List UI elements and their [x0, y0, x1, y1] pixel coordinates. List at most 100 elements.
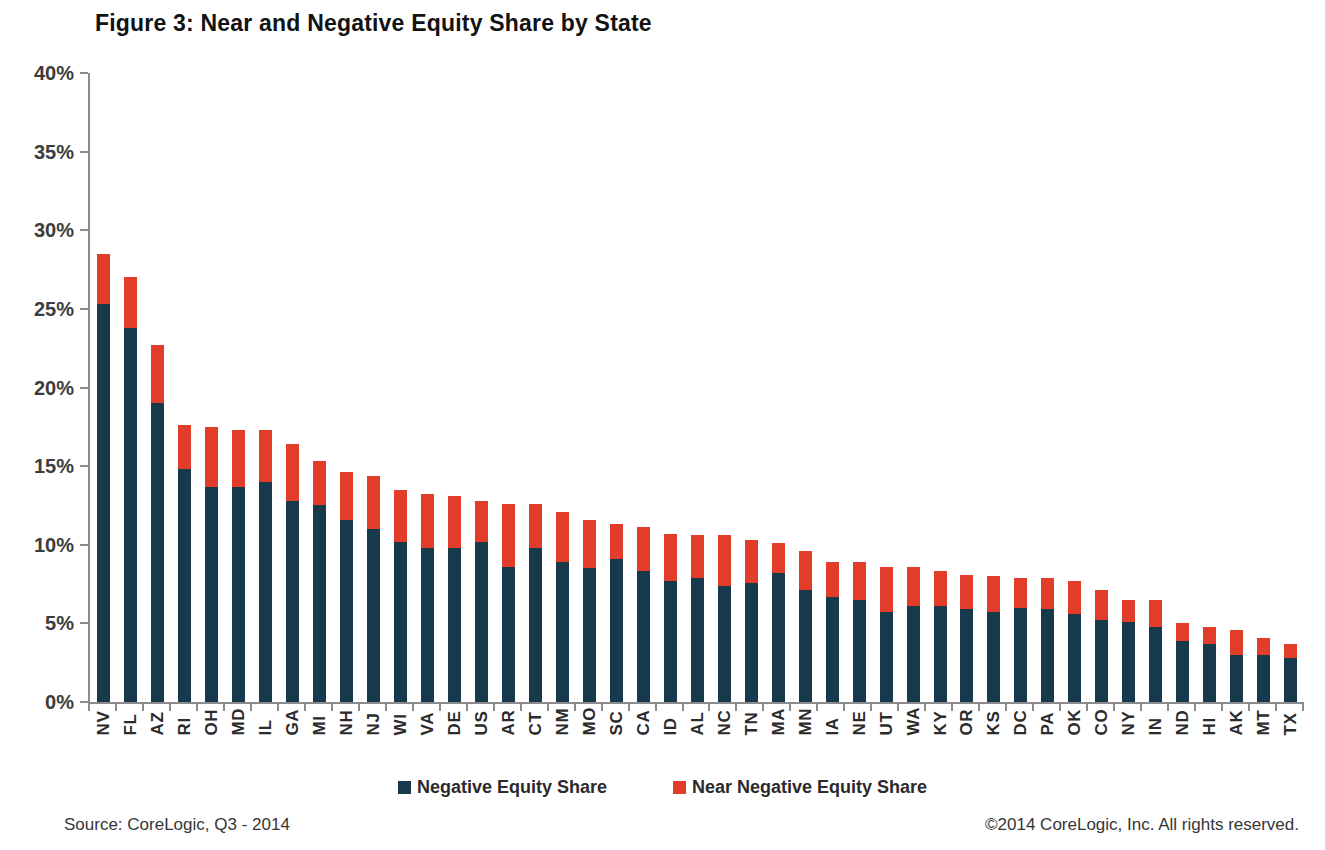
- near-negative-segment-TX: [1284, 644, 1297, 658]
- bar-column-VA: [414, 73, 441, 702]
- x-label-cell-ND: ND: [1169, 707, 1196, 735]
- bar-column-MA: [765, 73, 792, 702]
- x-tick-label-IN: IN: [1147, 707, 1164, 735]
- stacked-bar-NJ: [367, 476, 380, 702]
- x-label-cell-OK: OK: [1061, 707, 1088, 735]
- bar-column-FL: [117, 73, 144, 702]
- near-negative-segment-AK: [1230, 630, 1243, 655]
- x-tick-label-MN: MN: [797, 707, 814, 735]
- bar-column-MN: [792, 73, 819, 702]
- near-negative-segment-TN: [745, 540, 758, 582]
- negative-segment-MT: [1257, 655, 1270, 702]
- x-tick-label-CA: CA: [635, 707, 652, 735]
- stacked-bar-DE: [448, 496, 461, 702]
- x-tick-label-FL: FL: [122, 707, 139, 735]
- y-tick-mark: [80, 465, 88, 467]
- stacked-bar-OH: [205, 427, 218, 702]
- negative-segment-FL: [124, 328, 137, 702]
- stacked-bar-MI: [313, 461, 326, 702]
- x-label-cell-MN: MN: [792, 707, 819, 735]
- x-tick-label-HI: HI: [1201, 707, 1218, 735]
- stacked-bar-SC: [610, 524, 623, 702]
- near-negative-segment-CA: [637, 527, 650, 571]
- stacked-bar-TX: [1284, 644, 1297, 702]
- stacked-bar-WI: [394, 490, 407, 702]
- negative-segment-MA: [772, 573, 785, 702]
- near-negative-segment-IL: [259, 430, 272, 482]
- near-negative-segment-MN: [799, 551, 812, 590]
- negative-segment-AL: [691, 578, 704, 702]
- negative-segment-NY: [1122, 622, 1135, 702]
- x-label-cell-DC: DC: [1007, 707, 1034, 735]
- bar-column-UT: [873, 73, 900, 702]
- bar-column-NY: [1115, 73, 1142, 702]
- bar-column-CO: [1088, 73, 1115, 702]
- x-label-cell-HI: HI: [1196, 707, 1223, 735]
- negative-segment-RI: [178, 469, 191, 702]
- x-tick-label-PA: PA: [1039, 707, 1056, 735]
- x-label-cell-NM: NM: [549, 707, 576, 735]
- near-negative-segment-AL: [691, 535, 704, 577]
- x-label-cell-SC: SC: [603, 707, 630, 735]
- x-label-cell-GA: GA: [279, 707, 306, 735]
- y-tick-mark: [80, 72, 88, 74]
- x-tick-label-NE: NE: [851, 707, 868, 735]
- stacked-bar-IN: [1149, 600, 1162, 702]
- y-tick-mark: [80, 229, 88, 231]
- negative-segment-AR: [502, 567, 515, 702]
- bar-column-MD: [225, 73, 252, 702]
- bar-column-SC: [603, 73, 630, 702]
- negative-segment-TX: [1284, 658, 1297, 702]
- x-tick-label-KS: KS: [985, 707, 1002, 735]
- near-negative-segment-MO: [583, 520, 596, 569]
- x-label-cell-KS: KS: [980, 707, 1007, 735]
- stacked-bar-PA: [1041, 578, 1054, 702]
- stacked-bar-IA: [826, 562, 839, 702]
- x-label-cell-MO: MO: [576, 707, 603, 735]
- near-negative-segment-UT: [880, 567, 893, 613]
- near-negative-segment-ND: [1176, 623, 1189, 640]
- near-negative-segment-NC: [718, 535, 731, 585]
- x-axis-labels: NVFLAZRIOHMDILGAMINHNJWIVADEUSARCTNMMOSC…: [90, 707, 1304, 735]
- stacked-bar-MN: [799, 551, 812, 702]
- near-negative-segment-CT: [529, 504, 542, 548]
- x-label-cell-IN: IN: [1142, 707, 1169, 735]
- x-tick-label-DE: DE: [446, 707, 463, 735]
- near-negative-segment-MT: [1257, 638, 1270, 655]
- y-tick-label: 10%: [0, 535, 74, 555]
- x-label-cell-CT: CT: [522, 707, 549, 735]
- stacked-bar-RI: [178, 425, 191, 702]
- y-tick-label: 5%: [0, 613, 74, 633]
- y-tick-label: 40%: [0, 63, 74, 83]
- stacked-bar-KY: [934, 571, 947, 702]
- x-label-cell-MT: MT: [1250, 707, 1277, 735]
- x-tick-label-DC: DC: [1012, 707, 1029, 735]
- x-label-cell-WI: WI: [387, 707, 414, 735]
- near-negative-segment-CO: [1095, 590, 1108, 620]
- stacked-bar-NM: [556, 512, 569, 702]
- near-negative-segment-OH: [205, 427, 218, 487]
- y-tick-label: 30%: [0, 220, 74, 240]
- x-tick-label-WA: WA: [905, 707, 922, 735]
- near-negative-segment-OR: [960, 575, 973, 610]
- near-negative-segment-SC: [610, 524, 623, 559]
- near-negative-segment-MA: [772, 543, 785, 573]
- x-tick-label-UT: UT: [878, 707, 895, 735]
- stacked-bar-NY: [1122, 600, 1135, 702]
- stacked-bar-MD: [232, 430, 245, 702]
- x-label-cell-UT: UT: [873, 707, 900, 735]
- near-negative-segment-MI: [313, 461, 326, 505]
- stacked-bar-OK: [1068, 581, 1081, 702]
- x-tick-label-MA: MA: [770, 707, 787, 735]
- x-tick-label-AK: AK: [1228, 707, 1245, 735]
- x-label-cell-VA: VA: [414, 707, 441, 735]
- y-tick-label: 20%: [0, 378, 74, 398]
- near-negative-segment-NV: [97, 254, 110, 304]
- stacked-bar-KS: [987, 576, 1000, 702]
- bar-column-DE: [441, 73, 468, 702]
- x-label-cell-TX: TX: [1277, 707, 1304, 735]
- x-tick-label-NY: NY: [1120, 707, 1137, 735]
- legend-item-near: Near Negative Equity Share: [673, 777, 927, 798]
- x-tick-label-ND: ND: [1174, 707, 1191, 735]
- negative-segment-TN: [745, 583, 758, 703]
